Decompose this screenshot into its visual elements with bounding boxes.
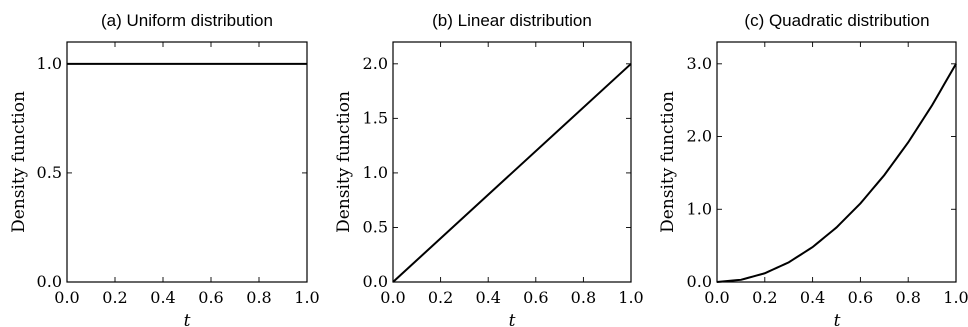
x-tick-label: 0.4 [475, 288, 500, 307]
y-tick-label: 1.5 [363, 108, 388, 127]
y-tick-label: 0.0 [363, 272, 388, 291]
y-tick-label: 0.0 [37, 272, 62, 291]
x-tick-label: 0.4 [150, 288, 175, 307]
x-tick-label: 0.6 [198, 288, 223, 307]
y-tick-label: 3.0 [687, 54, 712, 73]
plot-frame [716, 41, 957, 283]
y-tick-label: 1.0 [37, 54, 62, 73]
panel-quadratic: (c) Quadratic distribution 0.01.02.03.0 … [658, 11, 968, 327]
x-tick-label: 0.8 [246, 288, 271, 307]
y-axis-label: Density function [658, 91, 678, 233]
panel-title: (a) Uniform distribution [101, 11, 273, 30]
panel-uniform: (a) Uniform distribution 0.0 0.5 1.0 0.0 0.… [9, 11, 320, 327]
x-tick-label: 0.2 [752, 288, 777, 307]
y-axis-label: Density function [9, 91, 29, 233]
x-tick-label: 0.8 [895, 288, 920, 307]
density-line [716, 63, 957, 283]
y-tick-label: 0.5 [37, 163, 62, 182]
x-tick-label: 0.6 [848, 288, 873, 307]
plot-frame [66, 41, 308, 283]
x-tick-label: 1.0 [618, 288, 643, 307]
x-axis-label: t [184, 311, 191, 327]
y-tick-label: 0.0 [687, 272, 712, 291]
x-axis-label: t [509, 311, 516, 327]
x-tick-label: 0.0 [704, 288, 729, 307]
x-tick-label: 0.2 [428, 288, 453, 307]
x-tick-label: 0.0 [54, 288, 79, 307]
density-line [392, 63, 632, 283]
plot-frame [392, 41, 632, 283]
y-axis-label: Density function [334, 91, 354, 233]
x-tick-label: 0.8 [571, 288, 596, 307]
y-tick-label: 0.5 [363, 217, 388, 236]
x-tick-label: 0.4 [800, 288, 825, 307]
x-tick-label: 0.0 [380, 288, 405, 307]
x-tick-label: 1.0 [943, 288, 968, 307]
x-tick-label: 0.6 [523, 288, 548, 307]
y-tick-label: 1.0 [687, 199, 712, 218]
panel-title: (c) Quadratic distribution [744, 11, 929, 30]
x-tick-label: 0.2 [102, 288, 127, 307]
x-axis-label: t [834, 311, 841, 327]
panel-linear: (b) Linear distribution 0.00.51.01.52.0 … [334, 11, 644, 327]
y-tick-label: 1.0 [363, 163, 388, 182]
x-tick-label: 1.0 [294, 288, 319, 307]
panel-title: (b) Linear distribution [432, 11, 592, 30]
y-tick-label: 2.0 [363, 54, 388, 73]
y-tick-label: 2.0 [687, 127, 712, 146]
